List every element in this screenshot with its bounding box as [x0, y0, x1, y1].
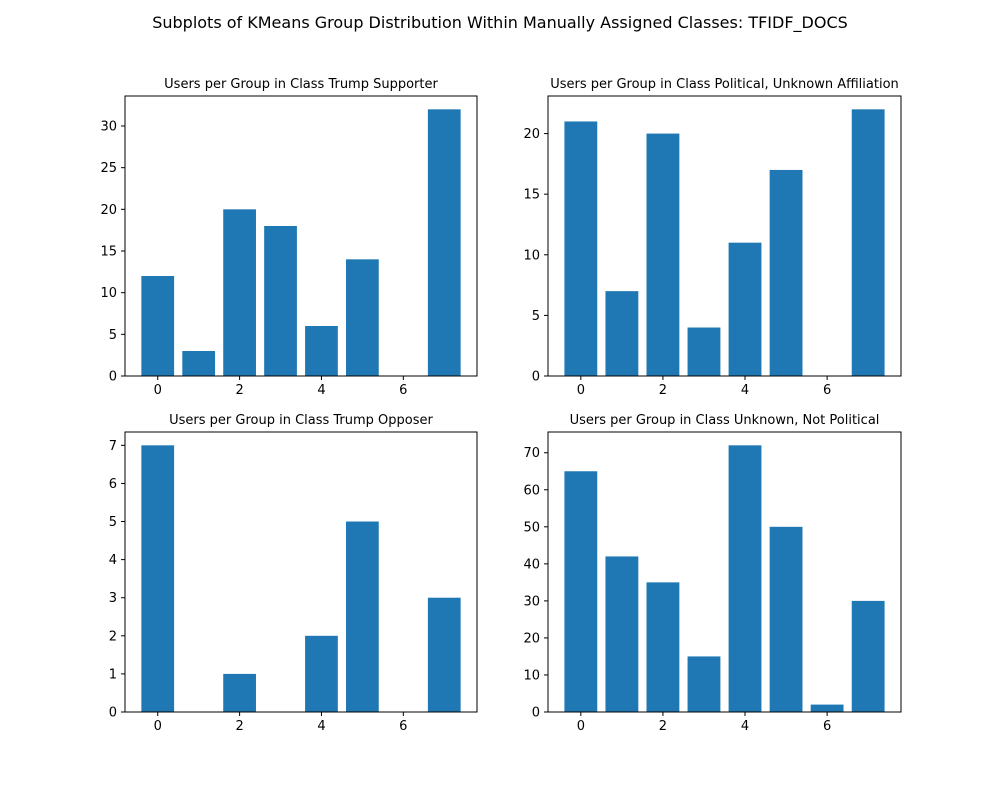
y-tick-label: 3	[109, 591, 117, 606]
y-tick-label: 5	[109, 515, 117, 530]
y-tick-label: 25	[100, 161, 117, 176]
y-tick-label: 15	[523, 188, 540, 203]
x-tick-label: 6	[823, 383, 831, 398]
y-tick-label: 1	[109, 667, 117, 682]
y-tick-label: 60	[523, 483, 540, 498]
y-tick-label: 30	[523, 594, 540, 609]
bar-group-2	[646, 133, 680, 376]
bar-group-4	[728, 242, 762, 376]
y-tick-label: 7	[109, 439, 117, 454]
subplot-title: Users per Group in Class Trump Opposer	[169, 413, 433, 428]
bar-group-7	[427, 109, 461, 376]
subplot-title: Users per Group in Class Unknown, Not Po…	[570, 413, 880, 428]
x-tick-label: 4	[317, 383, 325, 398]
bar-group-0	[564, 121, 598, 376]
x-tick-label: 6	[399, 383, 407, 398]
subplot-2: Users per Group in Class Political, Unkn…	[523, 77, 902, 398]
bar-group-5	[769, 526, 803, 712]
figure-title: Subplots of KMeans Group Distribution Wi…	[152, 13, 848, 32]
y-tick-label: 20	[523, 631, 540, 646]
bar-group-2	[223, 673, 256, 712]
x-tick-label: 4	[317, 719, 325, 734]
x-tick-label: 6	[399, 719, 407, 734]
bar-group-2	[646, 582, 680, 712]
y-tick-label: 10	[523, 248, 540, 263]
bar-group-3	[264, 226, 297, 376]
bar-group-1	[605, 291, 639, 376]
y-tick-label: 15	[100, 245, 117, 260]
y-tick-label: 4	[109, 553, 117, 568]
x-tick-label: 2	[235, 719, 243, 734]
x-tick-label: 2	[235, 383, 243, 398]
bar-group-6	[810, 704, 844, 712]
bar-group-7	[427, 597, 461, 712]
subplot-1: Users per Group in Class Trump Supporter…	[100, 77, 478, 398]
subplot-title: Users per Group in Class Political, Unkn…	[550, 77, 899, 92]
bar-group-3	[687, 327, 721, 376]
y-tick-label: 20	[100, 203, 117, 218]
y-tick-label: 0	[109, 706, 117, 721]
axes-frame	[547, 431, 902, 713]
y-tick-label: 40	[523, 557, 540, 572]
bar-group-0	[141, 445, 175, 712]
subplot-4: Users per Group in Class Unknown, Not Po…	[523, 413, 902, 734]
axes-frame	[547, 95, 902, 377]
bar-group-5	[769, 169, 803, 376]
y-tick-label: 0	[532, 370, 540, 385]
y-tick-label: 5	[532, 309, 540, 324]
x-tick-label: 6	[823, 719, 831, 734]
subplot-3: Users per Group in Class Trump Opposer 0 2…	[109, 413, 478, 734]
bar-group-7	[851, 109, 885, 376]
axes-frame	[124, 95, 478, 377]
y-tick-label: 2	[109, 629, 117, 644]
y-tick-label: 10	[523, 668, 540, 683]
x-tick-label: 0	[154, 383, 162, 398]
bar-group-1	[605, 556, 639, 712]
bar-group-5	[346, 521, 379, 712]
y-tick-label: 6	[109, 477, 117, 492]
bar-group-1	[182, 351, 216, 376]
y-tick-label: 0	[109, 370, 117, 385]
bar-group-4	[305, 326, 338, 376]
x-tick-label: 4	[741, 719, 749, 734]
y-tick-label: 20	[523, 127, 540, 142]
bar-group-5	[346, 259, 379, 376]
y-tick-label: 5	[109, 328, 117, 343]
bar-group-4	[728, 445, 762, 712]
y-tick-label: 70	[523, 446, 540, 461]
bar-group-0	[564, 471, 598, 712]
y-tick-label: 0	[532, 706, 540, 721]
x-tick-label: 0	[577, 383, 585, 398]
x-tick-label: 2	[659, 383, 667, 398]
bar-group-4	[305, 635, 338, 712]
bar-group-2	[223, 209, 256, 376]
x-tick-label: 0	[577, 719, 585, 734]
y-tick-label: 50	[523, 520, 540, 535]
x-tick-label: 0	[154, 719, 162, 734]
x-tick-label: 2	[659, 719, 667, 734]
y-tick-label: 10	[100, 286, 117, 301]
bar-group-0	[141, 276, 175, 376]
y-tick-label: 30	[100, 120, 117, 135]
x-tick-label: 4	[741, 383, 749, 398]
bar-group-3	[687, 656, 721, 712]
bar-group-7	[851, 600, 885, 712]
axes-frame	[124, 431, 478, 713]
subplot-title: Users per Group in Class Trump Supporter	[164, 77, 438, 92]
